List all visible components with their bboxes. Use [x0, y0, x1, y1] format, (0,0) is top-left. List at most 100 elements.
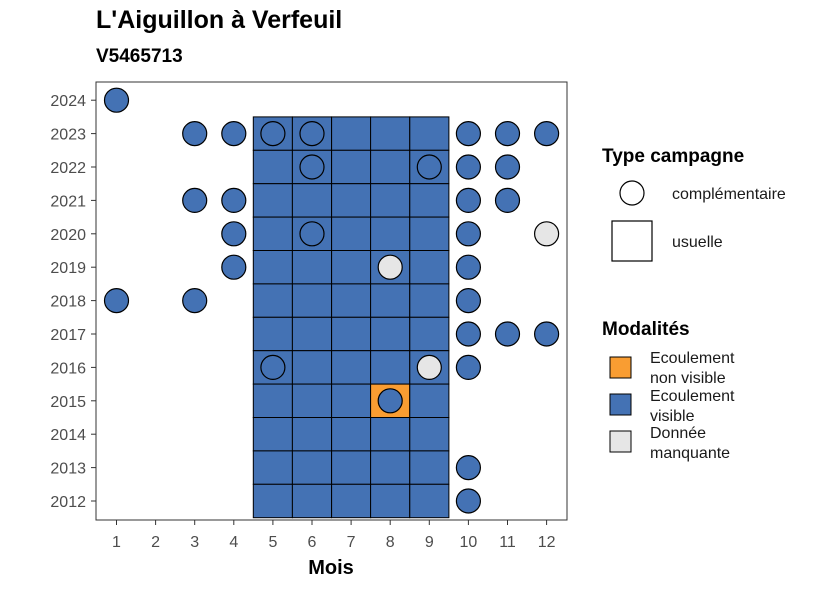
legend-label-visible-l2: visible — [650, 408, 695, 425]
legend-type-title: Type campagne — [602, 146, 744, 167]
point-2019-4 — [221, 254, 247, 280]
point-2016-10 — [455, 354, 481, 380]
point-2018-10 — [455, 288, 481, 314]
tile-2020-8 — [370, 216, 411, 252]
chart-subtitle: V5465713 — [96, 46, 183, 67]
tile-2023-7 — [331, 116, 372, 151]
legend-circle-key — [619, 180, 645, 206]
legend-key-missing — [609, 430, 632, 453]
legend-label-non-visible-l2: non visible — [650, 370, 726, 387]
tile-2013-7 — [331, 450, 372, 485]
tile-2018-6 — [291, 283, 332, 318]
tile-2017-6 — [291, 316, 332, 352]
tile-2014-5 — [252, 417, 293, 452]
point-2019-8 — [377, 254, 403, 280]
point-2016-5 — [260, 354, 286, 380]
tile-2017-9 — [409, 316, 450, 352]
point-2023-3 — [182, 121, 208, 147]
legend-type-label-0: complémentaire — [672, 186, 786, 203]
legend-label-non-visible-l1: Ecoulement — [650, 350, 735, 367]
x-tick-label-3: 3 — [190, 534, 199, 551]
tile-2015-9 — [409, 383, 450, 419]
legend-key-non-visible — [609, 356, 632, 379]
legend-modalites-title: Modalités — [602, 319, 690, 340]
x-tick-label-7: 7 — [347, 534, 356, 551]
tile-2013-8 — [370, 450, 411, 485]
point-2021-4 — [221, 187, 247, 213]
x-axis-ticks: 1 2 3 4 5 6 7 8 9 10 11 12 — [112, 520, 556, 551]
legend-label-missing-l2: manquante — [650, 445, 730, 462]
point-2023-5 — [260, 121, 286, 147]
x-tick-label-4: 4 — [229, 534, 238, 551]
point-2023-10 — [455, 121, 481, 147]
tile-2023-8 — [370, 116, 411, 151]
y-axis-ticks: 2012 2013 2014 2015 2016 2017 2018 2019 2020 2021… — [50, 93, 96, 511]
tile-2017-5 — [252, 316, 293, 352]
legend-label-missing: Donnée manquante — [650, 425, 730, 462]
tile-2014-8 — [370, 417, 411, 452]
y-tick-label-2020: 2020 — [50, 227, 86, 244]
legend-type-campagne: Type campagne complémentaire usuelle — [602, 146, 786, 262]
tile-2022-7 — [331, 149, 372, 185]
y-tick-label-2014: 2014 — [50, 427, 86, 444]
tile-2016-8 — [370, 350, 411, 385]
y-tick-label-2018: 2018 — [50, 294, 86, 311]
legend-label-visible-l1: Ecoulement — [650, 388, 735, 405]
tile-2022-5 — [252, 149, 293, 185]
tile-2018-5 — [252, 283, 293, 318]
tile-2012-6 — [291, 483, 332, 519]
tile-2012-9 — [409, 483, 450, 519]
y-tick-label-2013: 2013 — [50, 461, 86, 478]
legend-label-missing-l1: Donnée — [650, 425, 706, 442]
tile-2013-6 — [291, 450, 332, 485]
y-tick-label-2017: 2017 — [50, 327, 86, 344]
tile-2018-8 — [370, 283, 411, 318]
point-2017-12 — [533, 321, 560, 347]
legend-modalites: Modalités Ecoulement non visible Ecoulem… — [602, 319, 735, 462]
tile-2021-7 — [331, 183, 372, 218]
tile-2015-7 — [331, 383, 372, 419]
y-tick-label-2015: 2015 — [50, 394, 86, 411]
tile-2020-7 — [331, 216, 372, 252]
tile-2012-7 — [331, 483, 372, 519]
tile-2021-6 — [291, 183, 332, 218]
tile-2016-7 — [331, 350, 372, 385]
point-2018-3 — [182, 288, 208, 314]
usual-tiles — [252, 116, 450, 519]
tile-2019-7 — [331, 250, 372, 285]
point-2021-10 — [455, 187, 481, 213]
tile-2018-7 — [331, 283, 372, 318]
tile-2013-5 — [252, 450, 293, 485]
point-2020-4 — [221, 221, 247, 247]
x-tick-label-12: 12 — [538, 534, 556, 551]
tile-2017-7 — [331, 316, 372, 352]
y-tick-label-2022: 2022 — [50, 160, 86, 177]
tile-2020-9 — [409, 216, 450, 252]
tile-2021-9 — [409, 183, 450, 218]
tile-2016-6 — [291, 350, 332, 385]
point-2023-4 — [221, 121, 247, 147]
point-2023-12 — [533, 121, 560, 147]
point-2020-12 — [533, 221, 560, 247]
y-tick-label-2023: 2023 — [50, 127, 86, 144]
point-2021-11 — [494, 187, 521, 213]
tile-2018-9 — [409, 283, 450, 318]
point-2018-1 — [103, 288, 130, 314]
point-2016-9 — [416, 354, 442, 380]
tile-2023-9 — [409, 116, 450, 151]
point-2022-11 — [494, 154, 521, 180]
chart-title: L'Aiguillon à Verfeuil — [96, 6, 343, 34]
y-tick-label-2019: 2019 — [50, 260, 86, 277]
y-tick-label-2021: 2021 — [50, 193, 86, 210]
point-2017-11 — [494, 321, 521, 347]
point-2021-3 — [182, 187, 208, 213]
tile-2021-5 — [252, 183, 293, 218]
legend-square-key — [611, 220, 653, 262]
tile-2020-5 — [252, 216, 293, 252]
point-2023-11 — [494, 121, 521, 147]
tile-2019-6 — [291, 250, 332, 285]
point-2022-9 — [416, 154, 442, 180]
y-tick-label-2012: 2012 — [50, 494, 86, 511]
tile-2012-8 — [370, 483, 411, 519]
